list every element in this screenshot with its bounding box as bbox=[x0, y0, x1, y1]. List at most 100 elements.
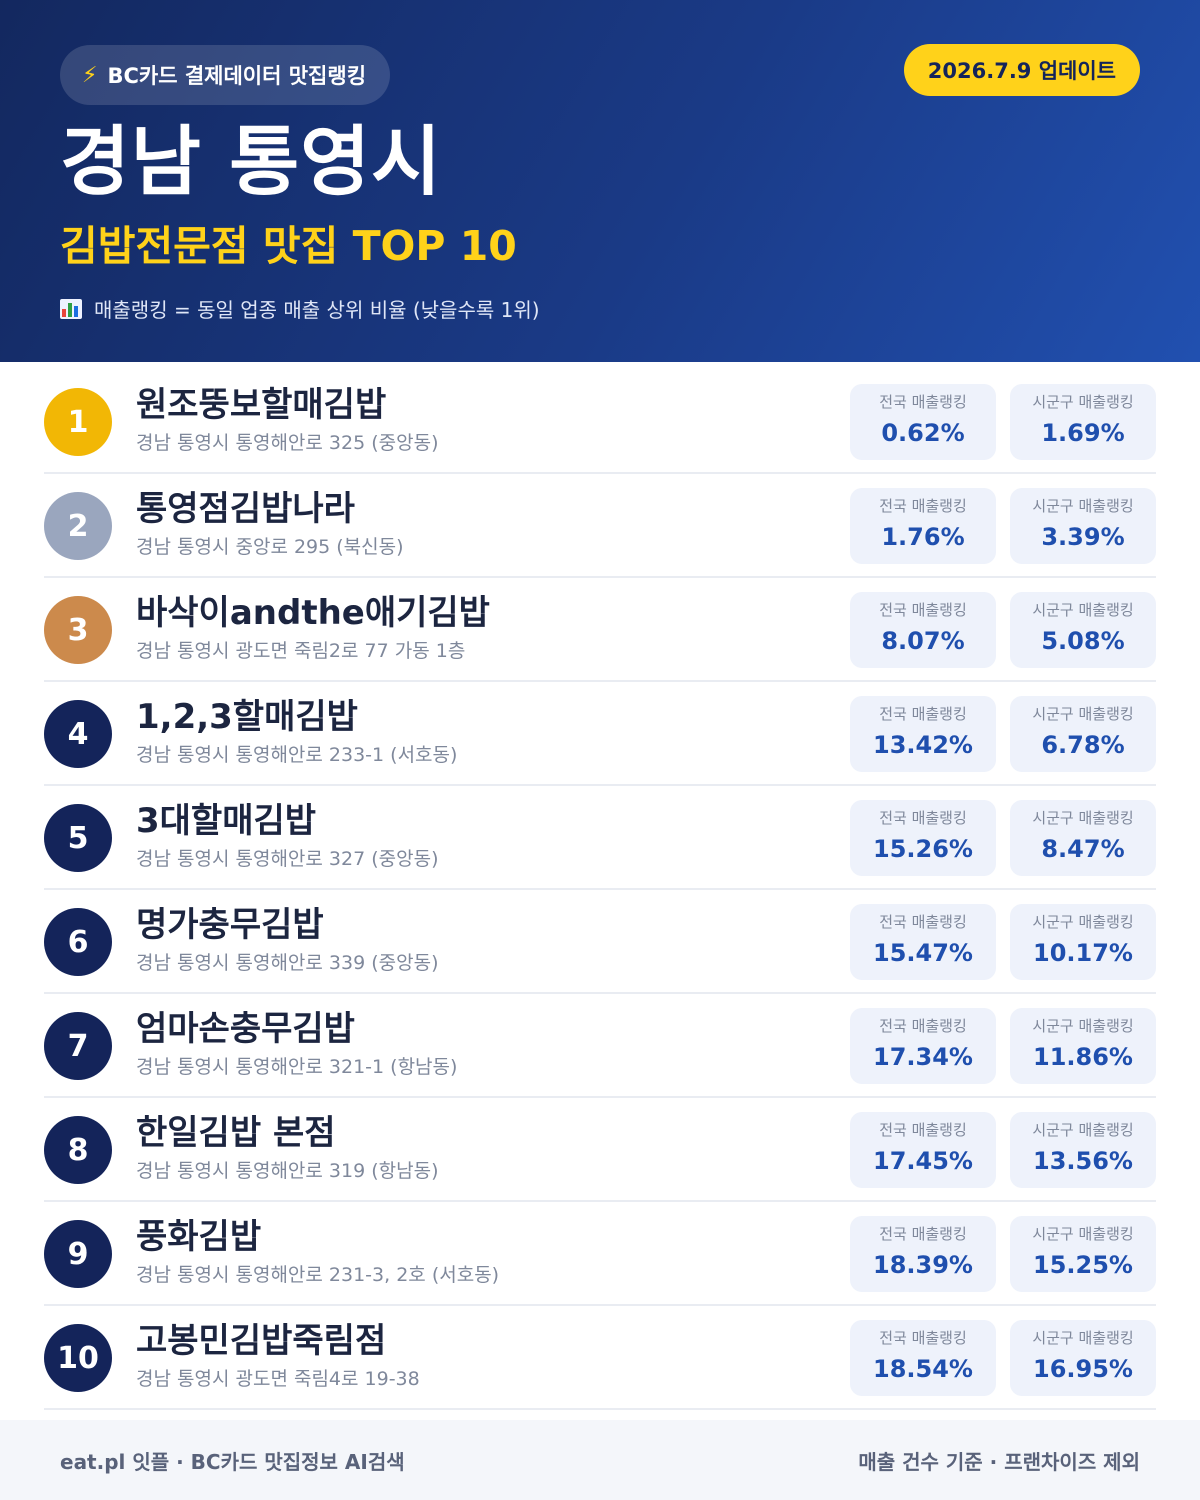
district-ranking-card: 시군구 매출랭킹 10.17% bbox=[1010, 904, 1156, 980]
district-ranking-card: 시군구 매출랭킹 11.86% bbox=[1010, 1008, 1156, 1084]
restaurant-address: 경남 통영시 중앙로 295 (북신동) bbox=[136, 536, 404, 558]
bar-chart-icon bbox=[60, 298, 82, 319]
restaurant-address: 경남 통영시 통영해안로 321-1 (항남동) bbox=[136, 1056, 458, 1078]
district-ranking-value: 3.39% bbox=[1041, 523, 1125, 551]
national-ranking-value: 18.39% bbox=[873, 1251, 973, 1279]
list-item[interactable]: 10 고봉민김밥죽림점 경남 통영시 광도면 죽림4로 19-38 전국 매출랭… bbox=[44, 1306, 1156, 1410]
district-ranking-card: 시군구 매출랭킹 3.39% bbox=[1010, 488, 1156, 564]
national-ranking-value: 17.45% bbox=[873, 1147, 973, 1175]
restaurant-name: 원조뚱보할매김밥 bbox=[136, 385, 387, 425]
restaurant-address: 경남 통영시 통영해안로 231-3, 2호 (서호동) bbox=[136, 1264, 500, 1286]
national-ranking-value: 8.07% bbox=[881, 627, 965, 655]
page-title: 경남 통영시 bbox=[60, 117, 443, 206]
district-ranking-label: 시군구 매출랭킹 bbox=[1032, 1121, 1134, 1139]
restaurant-name: 엄마손충무김밥 bbox=[136, 1009, 355, 1049]
district-ranking-card: 시군구 매출랭킹 16.95% bbox=[1010, 1320, 1156, 1396]
district-ranking-label: 시군구 매출랭킹 bbox=[1032, 497, 1134, 515]
ranking-note-text: 매출랭킹 = 동일 업종 매출 상위 비율 (낮을수록 1위) bbox=[94, 298, 540, 322]
district-ranking-card: 시군구 매출랭킹 6.78% bbox=[1010, 696, 1156, 772]
list-item[interactable]: 7 엄마손충무김밥 경남 통영시 통영해안로 321-1 (항남동) 전국 매출… bbox=[44, 994, 1156, 1098]
list-item[interactable]: 2 통영점김밥나라 경남 통영시 중앙로 295 (북신동) 전국 매출랭킹 1… bbox=[44, 474, 1156, 578]
district-ranking-value: 13.56% bbox=[1033, 1147, 1133, 1175]
national-ranking-label: 전국 매출랭킹 bbox=[879, 1121, 967, 1139]
district-ranking-value: 5.08% bbox=[1041, 627, 1125, 655]
rank-badge: 8 bbox=[44, 1116, 112, 1184]
list-item[interactable]: 5 3대할매김밥 경남 통영시 통영해안로 327 (중앙동) 전국 매출랭킹 … bbox=[44, 786, 1156, 890]
restaurant-address: 경남 통영시 통영해안로 327 (중앙동) bbox=[136, 848, 439, 870]
rank-badge: 1 bbox=[44, 388, 112, 456]
rank-badge: 7 bbox=[44, 1012, 112, 1080]
rank-badge: 3 bbox=[44, 596, 112, 664]
list-item[interactable]: 1 원조뚱보할매김밥 경남 통영시 통영해안로 325 (중앙동) 전국 매출랭… bbox=[44, 370, 1156, 474]
district-ranking-value: 10.17% bbox=[1033, 939, 1133, 967]
national-ranking-label: 전국 매출랭킹 bbox=[879, 601, 967, 619]
lightning-icon: ⚡ bbox=[82, 62, 98, 88]
district-ranking-value: 16.95% bbox=[1033, 1355, 1133, 1383]
district-ranking-value: 6.78% bbox=[1041, 731, 1125, 759]
national-ranking-label: 전국 매출랭킹 bbox=[879, 809, 967, 827]
rank-badge: 2 bbox=[44, 492, 112, 560]
restaurant-name: 통영점김밥나라 bbox=[136, 489, 355, 529]
national-ranking-card: 전국 매출랭킹 17.45% bbox=[850, 1112, 996, 1188]
district-ranking-label: 시군구 매출랭킹 bbox=[1032, 809, 1134, 827]
ranking-note: 매출랭킹 = 동일 업종 매출 상위 비율 (낮을수록 1위) bbox=[60, 294, 540, 323]
national-ranking-label: 전국 매출랭킹 bbox=[879, 1017, 967, 1035]
rank-badge: 5 bbox=[44, 804, 112, 872]
restaurant-name: 바삭이andthe애기김밥 bbox=[136, 593, 490, 633]
national-ranking-card: 전국 매출랭킹 1.76% bbox=[850, 488, 996, 564]
ranking-list: 1 원조뚱보할매김밥 경남 통영시 통영해안로 325 (중앙동) 전국 매출랭… bbox=[44, 370, 1156, 1410]
page-subtitle: 김밥전문점 맛집 TOP 10 bbox=[60, 222, 517, 270]
national-ranking-value: 17.34% bbox=[873, 1043, 973, 1071]
footer-source: eat.pl 잇플 · BC카드 맛집정보 AI검색 bbox=[60, 1450, 405, 1474]
national-ranking-label: 전국 매출랭킹 bbox=[879, 1329, 967, 1347]
district-ranking-value: 11.86% bbox=[1033, 1043, 1133, 1071]
update-date-badge: 2026.7.9 업데이트 bbox=[903, 44, 1140, 96]
district-ranking-card: 시군구 매출랭킹 15.25% bbox=[1010, 1216, 1156, 1292]
district-ranking-value: 1.69% bbox=[1041, 419, 1125, 447]
list-item[interactable]: 6 명가충무김밥 경남 통영시 통영해안로 339 (중앙동) 전국 매출랭킹 … bbox=[44, 890, 1156, 994]
district-ranking-label: 시군구 매출랭킹 bbox=[1032, 913, 1134, 931]
restaurant-name: 풍화김밥 bbox=[136, 1217, 262, 1257]
rank-badge: 4 bbox=[44, 700, 112, 768]
national-ranking-card: 전국 매출랭킹 18.39% bbox=[850, 1216, 996, 1292]
district-ranking-card: 시군구 매출랭킹 8.47% bbox=[1010, 800, 1156, 876]
district-ranking-label: 시군구 매출랭킹 bbox=[1032, 1017, 1134, 1035]
list-item[interactable]: 4 1,2,3할매김밥 경남 통영시 통영해안로 233-1 (서호동) 전국 … bbox=[44, 682, 1156, 786]
district-ranking-label: 시군구 매출랭킹 bbox=[1032, 1329, 1134, 1347]
rank-badge: 6 bbox=[44, 908, 112, 976]
list-item[interactable]: 3 바삭이andthe애기김밥 경남 통영시 광도면 죽림2로 77 가동 1층… bbox=[44, 578, 1156, 682]
restaurant-address: 경남 통영시 통영해안로 319 (항남동) bbox=[136, 1160, 439, 1182]
national-ranking-label: 전국 매출랭킹 bbox=[879, 1225, 967, 1243]
national-ranking-label: 전국 매출랭킹 bbox=[879, 497, 967, 515]
national-ranking-card: 전국 매출랭킹 18.54% bbox=[850, 1320, 996, 1396]
national-ranking-label: 전국 매출랭킹 bbox=[879, 393, 967, 411]
national-ranking-value: 15.26% bbox=[873, 835, 973, 863]
national-ranking-card: 전국 매출랭킹 15.26% bbox=[850, 800, 996, 876]
district-ranking-card: 시군구 매출랭킹 1.69% bbox=[1010, 384, 1156, 460]
national-ranking-card: 전국 매출랭킹 8.07% bbox=[850, 592, 996, 668]
district-ranking-card: 시군구 매출랭킹 13.56% bbox=[1010, 1112, 1156, 1188]
district-ranking-label: 시군구 매출랭킹 bbox=[1032, 393, 1134, 411]
footer-note: 매출 건수 기준 · 프랜차이즈 제외 bbox=[858, 1450, 1140, 1474]
district-ranking-value: 8.47% bbox=[1041, 835, 1125, 863]
header-banner: ⚡ BC카드 결제데이터 맛집랭킹 2026.7.9 업데이트 경남 통영시 김… bbox=[0, 0, 1200, 362]
national-ranking-label: 전국 매출랭킹 bbox=[879, 705, 967, 723]
national-ranking-card: 전국 매출랭킹 0.62% bbox=[850, 384, 996, 460]
list-item[interactable]: 9 풍화김밥 경남 통영시 통영해안로 231-3, 2호 (서호동) 전국 매… bbox=[44, 1202, 1156, 1306]
restaurant-name: 3대할매김밥 bbox=[136, 801, 317, 841]
restaurant-address: 경남 통영시 광도면 죽림4로 19-38 bbox=[136, 1368, 420, 1390]
source-badge-label: BC카드 결제데이터 맛집랭킹 bbox=[107, 64, 367, 88]
national-ranking-value: 18.54% bbox=[873, 1355, 973, 1383]
restaurant-address: 경남 통영시 통영해안로 233-1 (서호동) bbox=[136, 744, 458, 766]
restaurant-address: 경남 통영시 광도면 죽림2로 77 가동 1층 bbox=[136, 640, 466, 662]
list-item[interactable]: 8 한일김밥 본점 경남 통영시 통영해안로 319 (항남동) 전국 매출랭킹… bbox=[44, 1098, 1156, 1202]
national-ranking-card: 전국 매출랭킹 15.47% bbox=[850, 904, 996, 980]
district-ranking-label: 시군구 매출랭킹 bbox=[1032, 1225, 1134, 1243]
district-ranking-value: 15.25% bbox=[1033, 1251, 1133, 1279]
restaurant-name: 명가충무김밥 bbox=[136, 905, 324, 945]
national-ranking-value: 13.42% bbox=[873, 731, 973, 759]
national-ranking-card: 전국 매출랭킹 13.42% bbox=[850, 696, 996, 772]
national-ranking-card: 전국 매출랭킹 17.34% bbox=[850, 1008, 996, 1084]
district-ranking-card: 시군구 매출랭킹 5.08% bbox=[1010, 592, 1156, 668]
restaurant-name: 한일김밥 본점 bbox=[136, 1113, 336, 1153]
